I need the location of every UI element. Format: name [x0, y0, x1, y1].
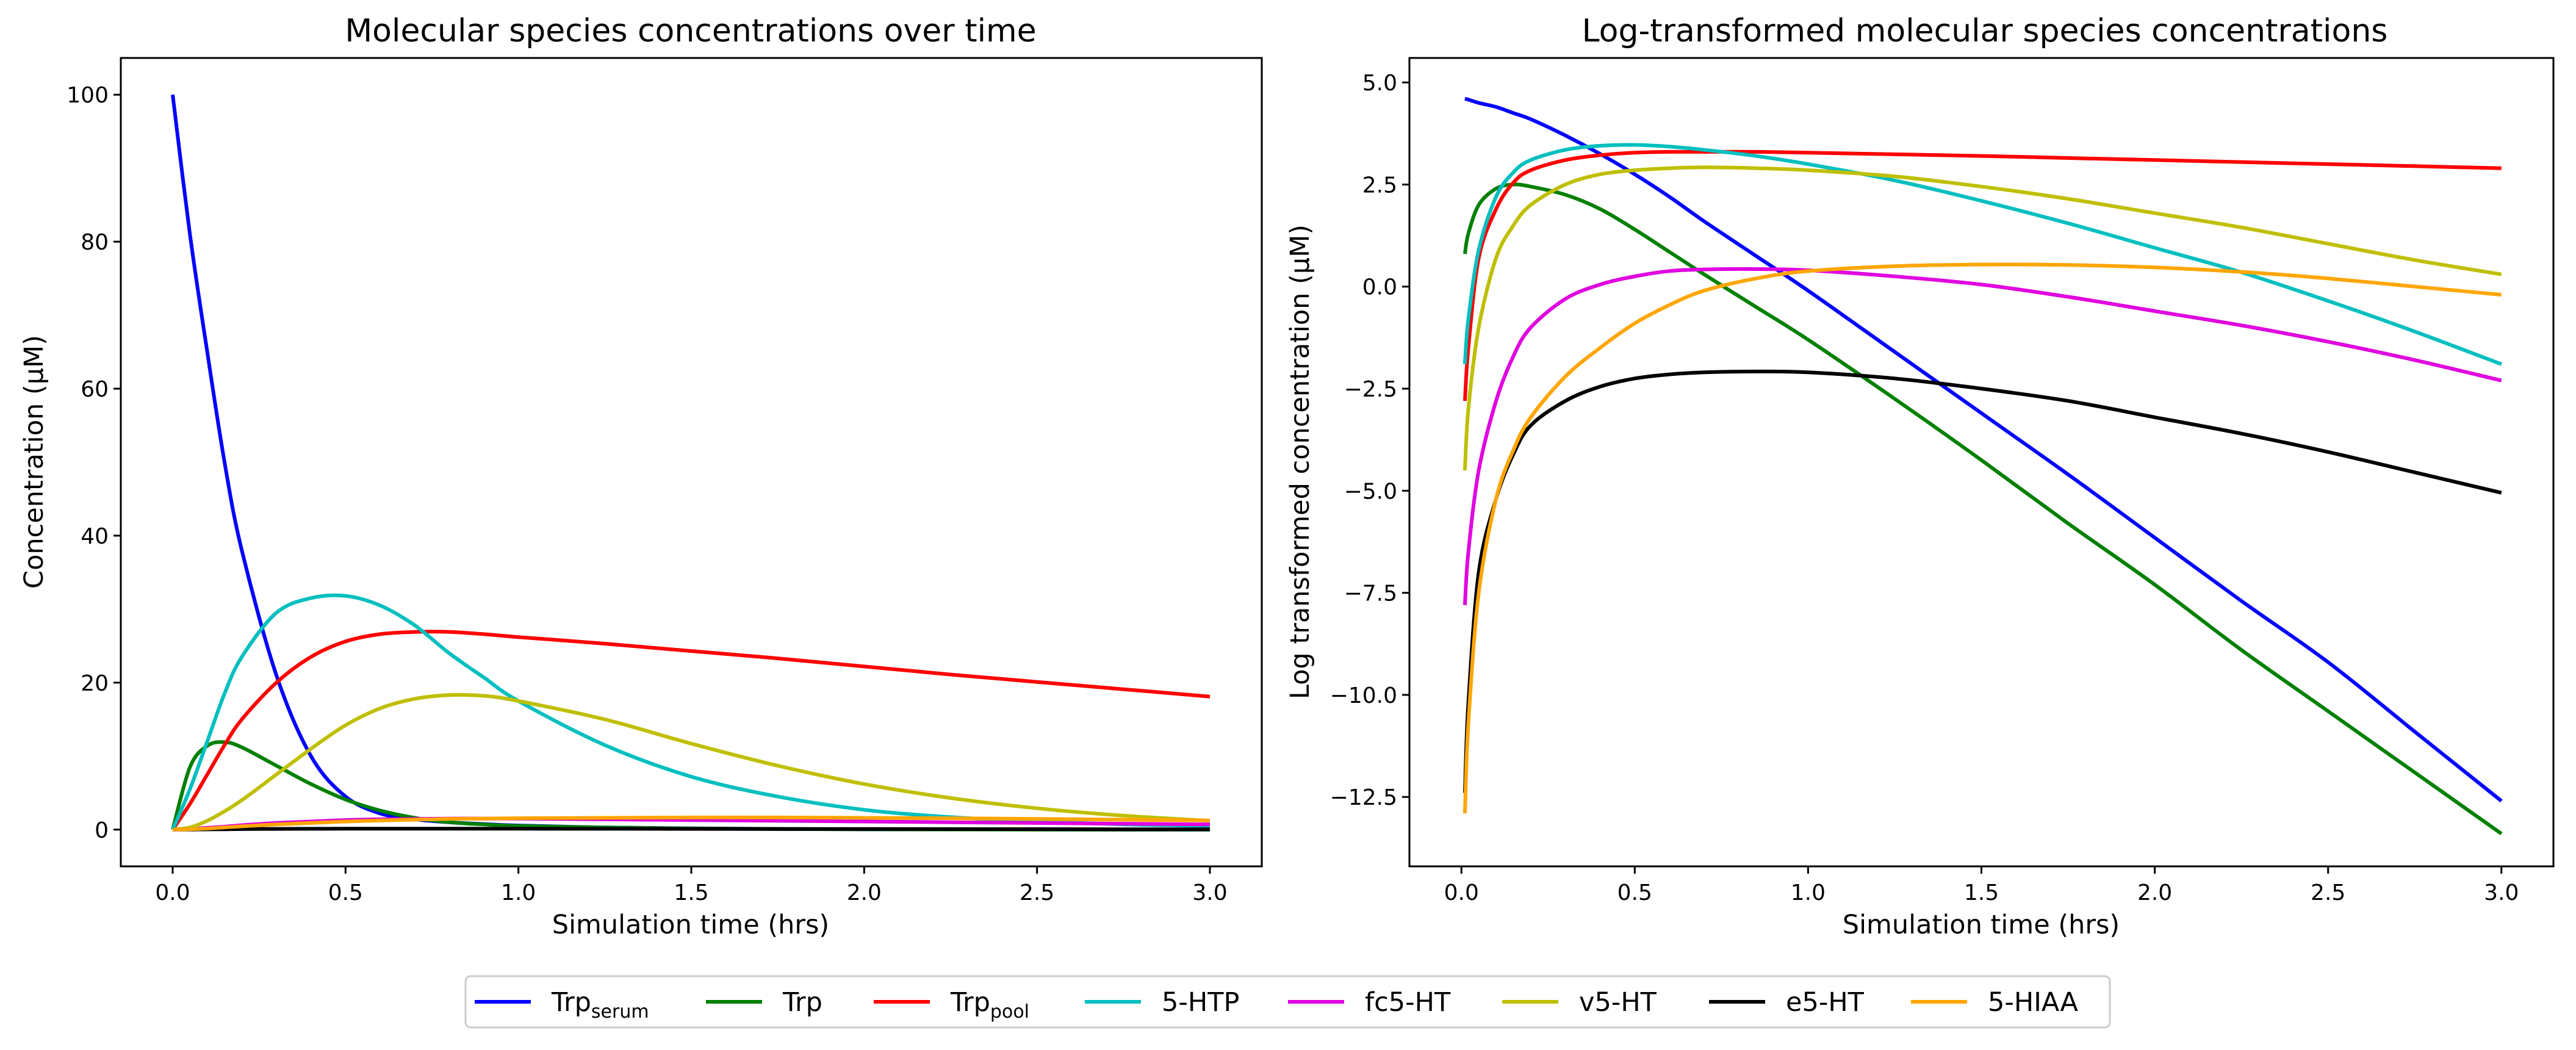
legend-label: 5-HTP [1162, 987, 1239, 1018]
legend-entry-v5-ht: v5-HT [1502, 987, 1657, 1018]
y-tick-label: 20 [81, 671, 109, 696]
x-tick-label: 0.0 [155, 880, 190, 905]
y-axis-ticks: 5.0 2.5 0.0 −2.5 −5.0 −7.5 −10.0 −12.5 [1330, 71, 1409, 810]
series-line-trp [1462, 182, 2503, 835]
legend-label: 5-HIAA [1988, 987, 2079, 1018]
y-axis-ticks: 0 20 40 60 80 100 [67, 83, 121, 843]
legend-label-subscript: serum [591, 1001, 649, 1023]
legend-entry-trp-pool: Trppool [874, 987, 1029, 1023]
legend: Trpserum Trp Trppool 5-HTP fc5-HT v5-HT e5-HT 5… [464, 975, 2111, 1029]
y-tick-label: −5.0 [1344, 479, 1397, 504]
legend-entry-trp: Trp [706, 987, 822, 1018]
y-axis-label: Concentration (µM) [19, 335, 49, 589]
x-tick-label: 1.5 [674, 880, 708, 905]
x-tick-label: 2.0 [2137, 880, 2172, 905]
legend-entry-5-hiaa: 5-HIAA [1911, 987, 2079, 1018]
x-axis-ticks: 0.0 0.5 1.0 1.5 2.0 2.5 3.0 [1444, 866, 2519, 905]
y-tick-label: 60 [81, 377, 109, 402]
legend-label: e5-HT [1786, 987, 1865, 1018]
y-tick-label: 5.0 [1362, 71, 1397, 96]
x-axis-label: Simulation time (hrs) [1843, 910, 2120, 940]
chart-title: Molecular species concentrations over ti… [345, 13, 1036, 49]
legend-label: Trppool [950, 987, 1029, 1023]
y-tick-label: 2.5 [1362, 173, 1397, 198]
x-tick-label: 1.0 [501, 880, 536, 905]
x-axis-ticks: 0.0 0.5 1.0 1.5 2.0 2.5 3.0 [155, 866, 1228, 905]
log-concentration-chart: Log-transformed molecular species concen… [1285, 13, 2555, 940]
x-tick-label: 2.5 [1020, 880, 1054, 905]
y-tick-label: −10.0 [1330, 683, 1397, 708]
x-tick-label: 3.0 [2484, 880, 2519, 905]
y-tick-label: −12.5 [1330, 785, 1397, 810]
legend-box [464, 975, 2111, 1029]
legend-entry-5-htp: 5-HTP [1085, 987, 1239, 1018]
legend-entry-fc5-ht: fc5-HT [1288, 987, 1451, 1018]
legend-label: Trp [782, 987, 822, 1018]
x-axis-label: Simulation time (hrs) [552, 910, 829, 940]
series-line-fc5-ht [1462, 267, 2502, 605]
series-line-5-htp [1462, 143, 2502, 366]
y-tick-label: 0.0 [1362, 275, 1397, 300]
y-tick-label: −7.5 [1344, 581, 1397, 606]
legend-entry-e5-ht: e5-HT [1709, 987, 1865, 1018]
x-tick-label: 2.0 [847, 880, 882, 905]
chart-title: Log-transformed molecular species concen… [1582, 13, 2388, 49]
y-tick-label: 0 [95, 818, 109, 843]
y-tick-label: 100 [67, 83, 109, 108]
concentration-chart: Molecular species concentrations over ti… [19, 13, 1263, 940]
x-tick-label: 1.5 [1964, 880, 1999, 905]
x-tick-label: 0.0 [1444, 880, 1479, 905]
y-axis-label: Log transformed concentration (µM) [1285, 225, 1315, 699]
x-tick-label: 2.5 [2311, 880, 2345, 905]
series-line-e5-ht [172, 827, 1211, 832]
x-tick-label: 1.0 [1791, 880, 1826, 905]
series-line-v5-ht [1462, 165, 2502, 471]
series-line-5-hiaa [1462, 262, 2502, 814]
series-line-trp-serum [1464, 96, 2503, 803]
series-line-5-hiaa [172, 815, 1211, 832]
series-line-v5-ht [172, 692, 1211, 832]
y-tick-label: −2.5 [1344, 377, 1397, 402]
legend-label-subscript: pool [990, 1001, 1029, 1023]
series-layer [171, 94, 1211, 832]
x-tick-label: 0.5 [1617, 880, 1652, 905]
series-line-trp-pool [1462, 149, 2502, 401]
legend-entries: Trpserum Trp Trppool 5-HTP fc5-HT v5-HT e5-HT 5… [475, 987, 2079, 1023]
x-tick-label: 0.5 [328, 880, 363, 905]
y-tick-label: 40 [81, 524, 109, 549]
legend-label: fc5-HT [1365, 987, 1451, 1018]
series-layer [1462, 96, 2503, 835]
y-tick-label: 80 [81, 230, 109, 255]
x-tick-label: 3.0 [1192, 880, 1227, 905]
legend-label: v5-HT [1579, 987, 1657, 1018]
series-line-trp-pool [171, 630, 1211, 831]
